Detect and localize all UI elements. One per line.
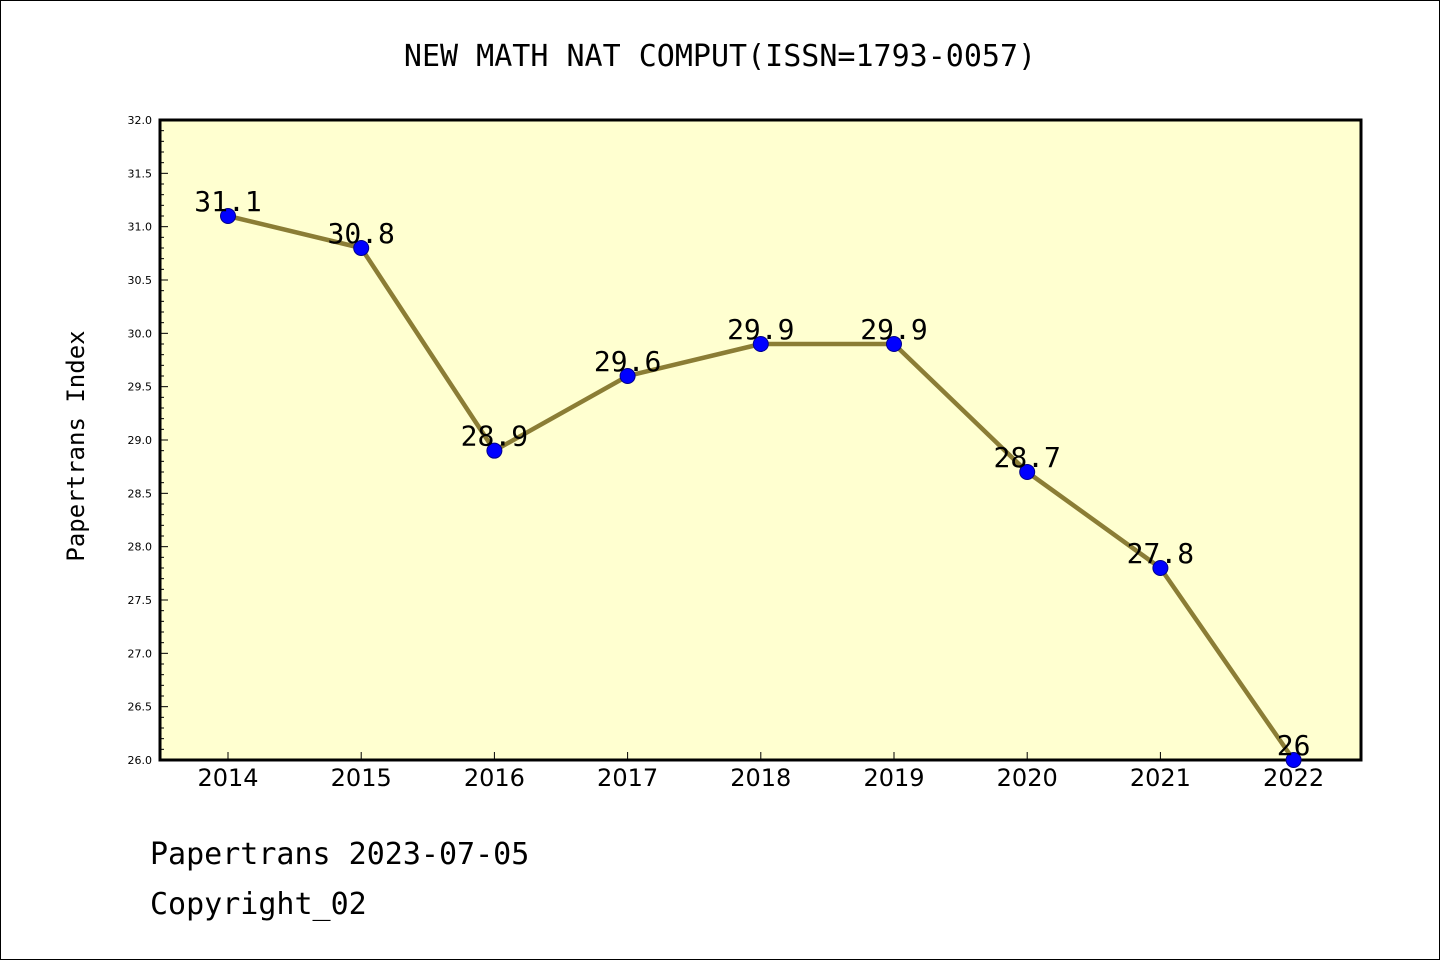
y-tick-label: 32.0 [128, 114, 153, 127]
data-label: 29.9 [727, 313, 794, 346]
y-tick-label: 27.0 [128, 647, 153, 660]
footer-date: Papertrans 2023-07-05 [150, 837, 529, 872]
data-point [1152, 560, 1169, 576]
y-tick-label: 29.0 [128, 434, 153, 447]
y-tick-label: 30.5 [128, 274, 153, 287]
y-tick-label: 28.5 [128, 487, 153, 500]
footer-copyright: Copyright_02 [150, 887, 367, 922]
data-label: 28.9 [461, 420, 528, 453]
data-label: 27.8 [1127, 537, 1194, 570]
x-tick-label: 2018 [730, 764, 791, 792]
data-point [752, 336, 769, 352]
data-label: 30.8 [327, 217, 394, 250]
data-label: 29.9 [860, 313, 927, 346]
data-point [220, 208, 236, 224]
data-label: 26 [1277, 729, 1311, 762]
data-point [1285, 752, 1302, 768]
y-tick-label: 26.5 [128, 701, 153, 714]
y-tick-label: 27.5 [128, 594, 153, 607]
data-point [1019, 464, 1036, 480]
y-tick-label: 31.0 [128, 221, 153, 234]
data-points [220, 208, 1302, 768]
y-tick-label: 29.5 [128, 381, 153, 394]
data-point [886, 336, 902, 352]
y-axis-label: Papertrans Index [62, 330, 90, 561]
plot-area [158, 118, 1363, 762]
x-tick-label: 2020 [997, 764, 1058, 792]
data-labels: 31.1 30.8 28.9 29.6 29.9 29.9 28.7 27.8 26 [194, 185, 1310, 762]
y-tick-label: 30.0 [128, 327, 153, 340]
x-tick-label: 2019 [863, 764, 924, 792]
data-label: 29.6 [594, 345, 661, 378]
y-axis-ticks: 26.0 26.5 27.0 27.5 28.0 28.5 29.0 29.5 30.0 30.5… [128, 114, 168, 767]
x-tick-label: 2022 [1263, 764, 1324, 792]
x-tick-label: 2017 [597, 764, 658, 792]
y-tick-label: 31.5 [128, 167, 153, 180]
x-tick-label: 2016 [464, 764, 525, 792]
y-tick-label: 28.0 [128, 541, 153, 554]
chart-title: NEW MATH NAT COMPUT(ISSN=1793-0057) [404, 39, 1036, 74]
x-tick-label: 2021 [1130, 764, 1191, 792]
data-label: 31.1 [194, 185, 261, 218]
x-axis-ticks: 2014 2015 2016 2017 2018 2019 2020 2021 2022 [197, 752, 1324, 792]
y-tick-label: 26.0 [128, 754, 153, 767]
data-point [353, 240, 370, 256]
data-label: 28.7 [993, 441, 1060, 474]
data-point [486, 442, 503, 459]
x-tick-label: 2015 [331, 764, 392, 792]
data-point [619, 368, 636, 384]
x-tick-label: 2014 [197, 764, 258, 792]
